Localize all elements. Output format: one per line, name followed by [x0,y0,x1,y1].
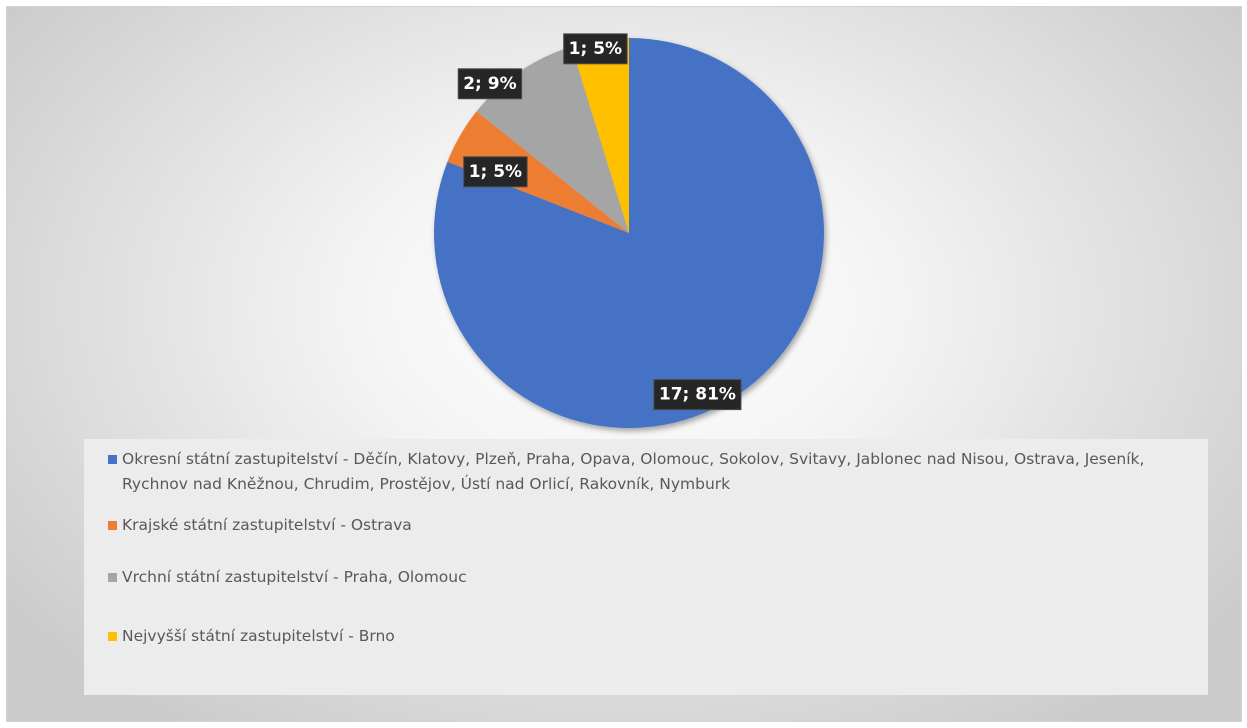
legend-item-3: Nejvyšší státní zastupitelství - Brno [108,624,1194,649]
data-label-text: 2; 9% [463,74,516,94]
legend-swatch [108,455,117,464]
pie-chart: 17; 81% 1; 5% 2; 9% 1; 5% [434,33,824,428]
pie-slice-1 [447,111,629,233]
legend-swatch [108,632,117,641]
data-label-3: 1; 5% [563,33,628,65]
legend-swatch [108,521,117,530]
data-label-text: 1; 5% [469,162,522,182]
pie-slices [434,38,824,428]
data-label-0: 17; 81% [653,379,742,411]
legend: Okresní státní zastupitelství - Děčín, K… [84,439,1208,695]
legend-label: Nejvyšší státní zastupitelství - Brno [122,627,395,645]
legend-label: Krajské státní zastupitelství - Ostrava [122,516,412,534]
pie-slice-3 [571,38,629,233]
legend-item-0: Okresní státní zastupitelství - Děčín, K… [108,447,1194,497]
data-labels: 17; 81% 1; 5% 2; 9% 1; 5% [457,33,742,411]
pie-slice-0 [434,38,824,428]
data-label-box [457,68,523,100]
data-label-box [653,379,742,411]
data-label-box [563,33,628,65]
legend-label: Vrchní státní zastupitelství - Praha, Ol… [122,568,467,586]
data-label-text: 1; 5% [569,39,622,59]
legend-label: Okresní státní zastupitelství - Děčín, K… [122,450,1145,493]
legend-swatch [108,573,117,582]
data-label-text: 17; 81% [659,385,736,405]
data-label-1: 1; 5% [463,156,528,188]
data-label-box [463,156,528,188]
legend-item-1: Krajské státní zastupitelství - Ostrava [108,513,1194,538]
chart-area: 17; 81% 1; 5% 2; 9% 1; 5% Okresní státní za… [6,6,1242,722]
legend-item-2: Vrchní státní zastupitelství - Praha, Ol… [108,565,1194,590]
data-label-2: 2; 9% [457,68,523,100]
